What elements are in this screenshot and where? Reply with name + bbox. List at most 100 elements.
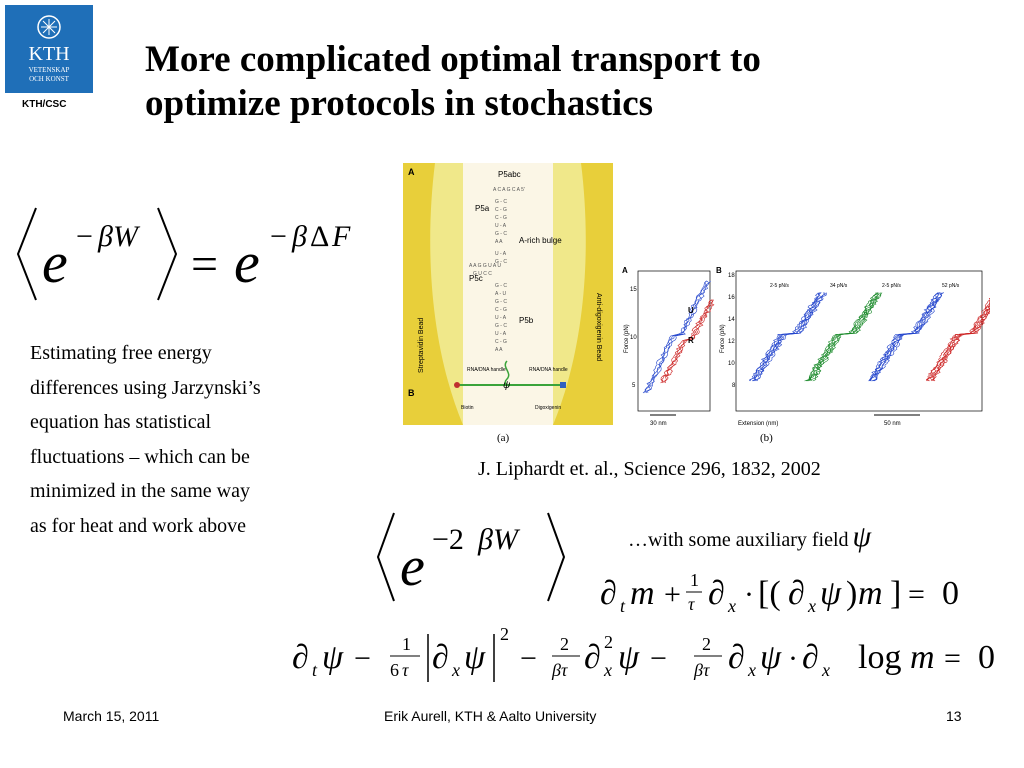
plot-b-label: B bbox=[716, 266, 722, 275]
psi-symbol: ψ bbox=[852, 520, 872, 553]
rate-2: 34 pN/s bbox=[830, 283, 848, 289]
svg-text:e: e bbox=[42, 230, 68, 295]
svg-text:G - C: G - C bbox=[495, 259, 507, 265]
svg-text:A A: A A bbox=[495, 347, 503, 353]
citation: J. Liphardt et. al., Science 296, 1832, … bbox=[478, 458, 821, 480]
svg-text:): ) bbox=[846, 575, 857, 612]
trace-bundle bbox=[805, 292, 879, 382]
svg-text:0: 0 bbox=[978, 639, 995, 676]
svg-text:=: = bbox=[191, 238, 218, 291]
svg-text:x: x bbox=[603, 660, 612, 680]
aux-field-text: …with some auxiliary field ψ bbox=[628, 520, 871, 554]
footer-author: Erik Aurell, KTH & Aalto University bbox=[384, 708, 597, 724]
svg-text:x: x bbox=[451, 660, 460, 680]
trace-bundle bbox=[754, 292, 826, 382]
svg-text:1: 1 bbox=[690, 570, 699, 590]
svg-text:t: t bbox=[312, 660, 318, 680]
rate-3: 2-5 pN/s bbox=[882, 283, 901, 289]
svg-text:+: + bbox=[664, 578, 681, 611]
body-line: differences using Jarzynski’s bbox=[30, 376, 261, 399]
trace-bundle bbox=[756, 292, 827, 382]
plot-a-label: A bbox=[622, 266, 628, 275]
svg-text:G - C: G - C bbox=[495, 231, 507, 237]
trace-bundle bbox=[869, 292, 940, 382]
trace-bundle bbox=[932, 308, 990, 382]
svg-text:β: β bbox=[291, 220, 307, 253]
svg-text:x: x bbox=[727, 596, 736, 616]
kth-logo: KTH VETENSKAP OCH KONST bbox=[5, 5, 93, 93]
figure-panel-a: A B P5abc P5a P5c P5b A-rich bulge A C A… bbox=[403, 163, 613, 425]
svg-text:ψ: ψ bbox=[618, 639, 640, 676]
svg-text:U - A: U - A bbox=[495, 251, 507, 257]
handle-left-label: RNA/DNA handle bbox=[467, 367, 506, 373]
tick-a-5: 5 bbox=[632, 383, 636, 389]
svg-text:C - G: C - G bbox=[495, 307, 507, 313]
svg-text:∂: ∂ bbox=[584, 639, 601, 676]
tick-a-15: 15 bbox=[630, 287, 637, 293]
svg-text:ψ: ψ bbox=[820, 575, 842, 612]
label-p5c: P5c bbox=[469, 274, 483, 283]
label-p5abc: P5abc bbox=[498, 170, 521, 179]
tick-b-12: 12 bbox=[728, 339, 735, 345]
panel-a-label-b: B bbox=[408, 388, 415, 398]
svg-text:A C A G C A 5': A C A G C A 5' bbox=[493, 187, 525, 193]
svg-text:−: − bbox=[650, 642, 667, 675]
label-bulge: A-rich bulge bbox=[519, 236, 562, 245]
svg-text:ψ: ψ bbox=[503, 380, 511, 391]
left-bead-label: Streptavidin Bead bbox=[418, 318, 425, 373]
tick-b-8: 8 bbox=[732, 383, 736, 389]
exp-2betaw-equation: e −2 βW bbox=[376, 512, 566, 602]
body-line: as for heat and work above bbox=[30, 514, 247, 537]
handle-right-label: RNA/DNA handle bbox=[529, 367, 568, 373]
rate-1: 2-5 pN/s bbox=[770, 283, 789, 289]
tick-b-16: 16 bbox=[728, 295, 735, 301]
svg-text:ψ: ψ bbox=[464, 639, 486, 676]
svg-text:A A G G U A U: A A G G U A U bbox=[469, 263, 501, 269]
svg-text:βW: βW bbox=[97, 220, 141, 253]
caption-a: (a) bbox=[497, 432, 510, 444]
marker-u: U bbox=[688, 306, 694, 315]
svg-text:∂: ∂ bbox=[802, 639, 819, 676]
svg-text:τ: τ bbox=[688, 594, 695, 614]
svg-text:6: 6 bbox=[390, 660, 399, 680]
svg-text:F: F bbox=[331, 220, 351, 253]
svg-text:G U C C: G U C C bbox=[473, 271, 492, 277]
svg-text:τ: τ bbox=[402, 660, 409, 680]
trace-unfold bbox=[647, 280, 711, 394]
biotin-label: Biotin bbox=[461, 405, 474, 411]
svg-text:=: = bbox=[908, 578, 925, 611]
svg-text:]: ] bbox=[890, 575, 901, 612]
svg-text:2: 2 bbox=[500, 624, 509, 644]
svg-text:C - G: C - G bbox=[495, 215, 507, 221]
svg-text:=: = bbox=[944, 642, 961, 675]
trace-bundle bbox=[869, 292, 939, 382]
plot-ylabel-b: Force (pN) bbox=[720, 324, 726, 353]
trace-bundle bbox=[811, 292, 882, 382]
svg-text:G - C: G - C bbox=[495, 199, 507, 205]
title-line-2: optimize protocols in stochastics bbox=[145, 83, 654, 124]
body-line: minimized in the same way bbox=[30, 480, 250, 502]
svg-text:[(: [( bbox=[758, 575, 781, 612]
jarzynski-equation: e − βW = e − β Δ F bbox=[16, 207, 351, 301]
logo-line-2: VETENSKAP bbox=[29, 66, 70, 74]
svg-text:C - G: C - G bbox=[495, 207, 507, 213]
svg-text:U - A: U - A bbox=[495, 331, 507, 337]
trace-refold bbox=[663, 299, 714, 384]
svg-text:−: − bbox=[520, 642, 537, 675]
svg-text:m: m bbox=[910, 639, 935, 676]
svg-text:2: 2 bbox=[702, 634, 711, 654]
title-line-1: More complicated optimal transport to bbox=[145, 39, 761, 80]
label-p5b: P5b bbox=[519, 316, 534, 325]
svg-text:A - U: A - U bbox=[495, 291, 507, 297]
body-paragraph: Estimating free energy differences using… bbox=[30, 336, 370, 543]
org-label: KTH/CSC bbox=[22, 99, 67, 110]
body-line: Estimating free energy bbox=[30, 342, 212, 364]
svg-text:e: e bbox=[234, 230, 260, 295]
svg-text:·: · bbox=[788, 642, 798, 675]
svg-text:U - A: U - A bbox=[495, 315, 507, 321]
svg-text:βτ: βτ bbox=[693, 660, 710, 680]
svg-text:∂: ∂ bbox=[788, 575, 805, 612]
trace-bundle bbox=[926, 301, 990, 382]
svg-text:βW: βW bbox=[477, 523, 521, 556]
